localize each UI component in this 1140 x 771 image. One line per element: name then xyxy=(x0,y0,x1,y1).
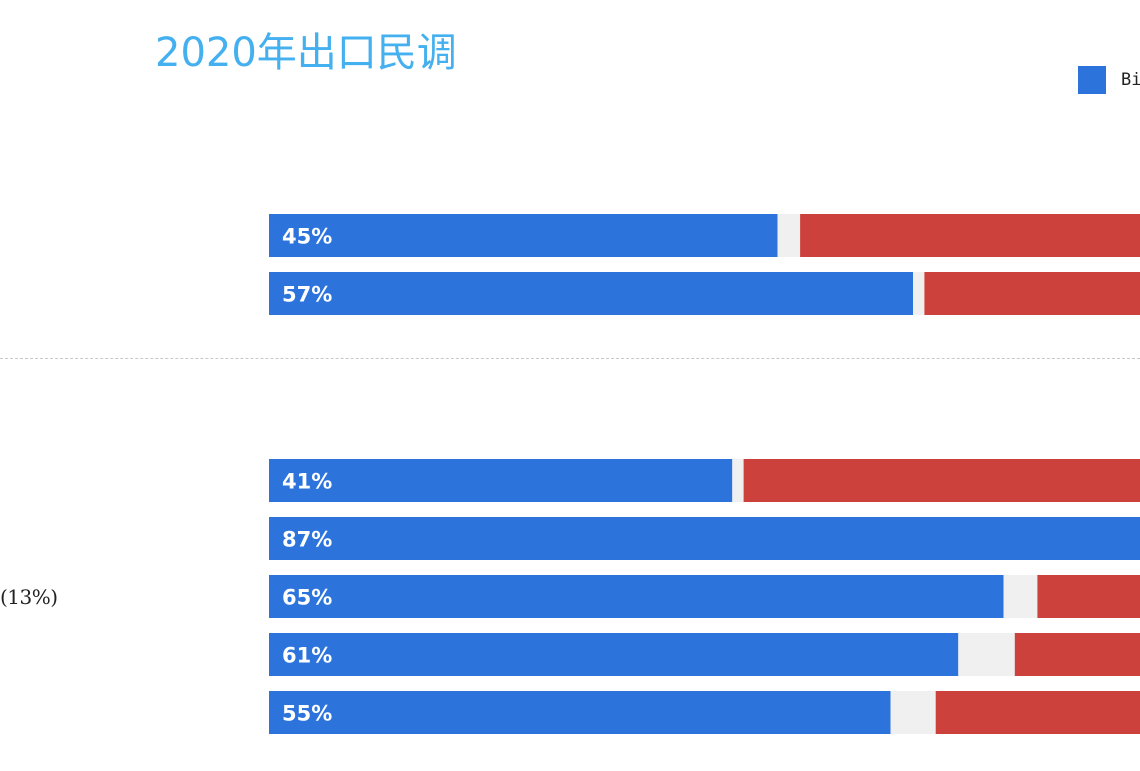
bar-g1-r1-biden xyxy=(269,517,1140,560)
bar-g0-r1-undecided xyxy=(913,272,925,315)
bar-g1-r3-other xyxy=(1014,633,1140,676)
bar-g0-r0-value-label: 45% xyxy=(282,225,332,249)
bar-g1-r2-biden xyxy=(269,575,1004,618)
bar-g0-r1-biden xyxy=(269,272,914,315)
bar-g1-r1-value-label: 87% xyxy=(282,528,332,552)
legend-swatch-biden xyxy=(1078,66,1106,94)
bar-g1-r3-value-label: 61% xyxy=(282,644,332,668)
bar-g1-r3-biden xyxy=(269,633,959,676)
bar-g1-r2-value-label: 65% xyxy=(282,586,332,610)
bar-g1-r0-value-label: 41% xyxy=(282,470,332,494)
bar-g0-r1-value-label: 57% xyxy=(282,283,332,307)
bar-g0-r0-undecided xyxy=(777,214,801,257)
bar-g1-r4-biden xyxy=(269,691,891,734)
chart-title: 2020年出口民调 xyxy=(155,30,457,76)
bar-g1-r3-undecided xyxy=(958,633,1015,676)
group-divider xyxy=(0,358,1140,359)
bar-g1-r2-undecided xyxy=(1003,575,1038,618)
bar-g0-r0-biden xyxy=(269,214,778,257)
bar-g1-r2-category-label: (13%) xyxy=(0,585,58,609)
bar-g1-r4-undecided xyxy=(890,691,936,734)
bar-g1-r0-biden xyxy=(269,459,733,502)
bar-g1-r4-value-label: 55% xyxy=(282,702,332,726)
bar-g1-r0-undecided xyxy=(732,459,744,502)
bar-g1-r0-other xyxy=(743,459,1140,502)
bar-g0-r1-other xyxy=(924,272,1140,315)
bar-g1-r4-other xyxy=(935,691,1140,734)
legend-label-biden: Bi xyxy=(1121,70,1140,90)
bar-g0-r0-other xyxy=(800,214,1140,257)
bar-g1-r2-other xyxy=(1037,575,1140,618)
